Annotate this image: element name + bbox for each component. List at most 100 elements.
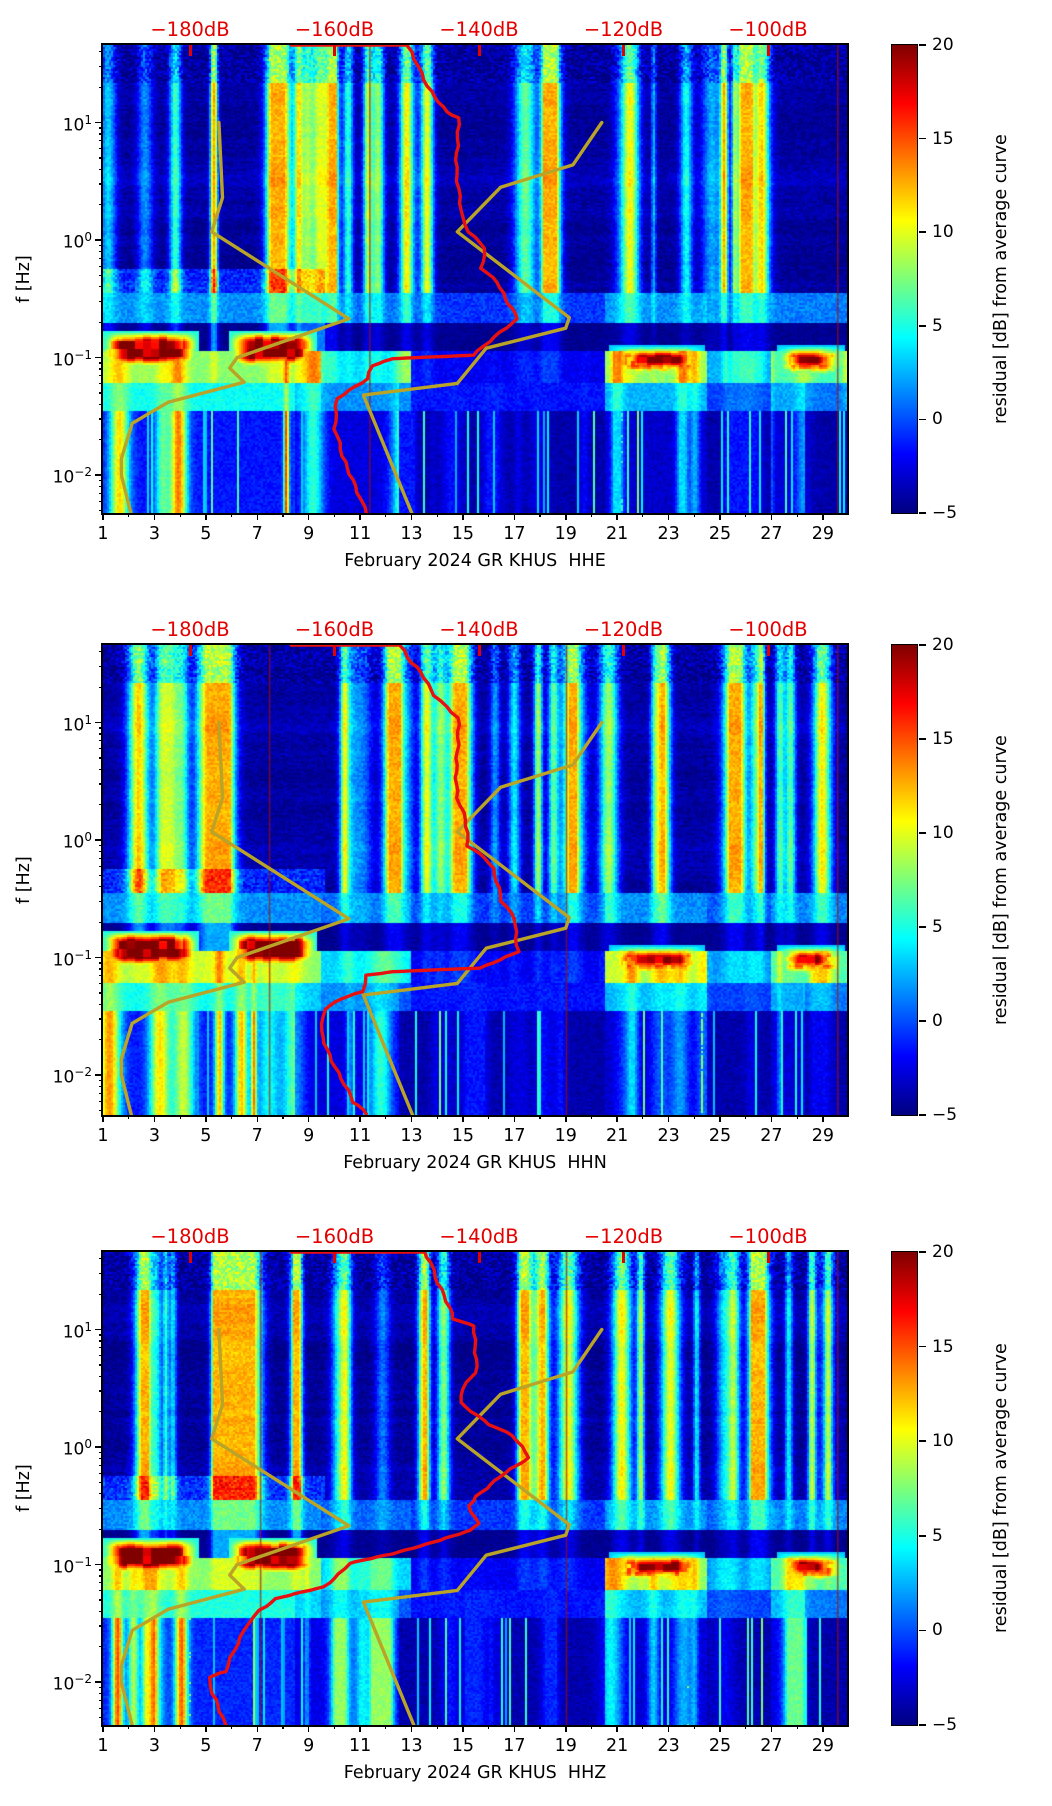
overlay-curves-hhe [119, 45, 604, 513]
x-minor-tick [230, 513, 233, 517]
y-minor-tick [99, 65, 103, 68]
colorbar-tick-label: −5 [932, 503, 958, 523]
x-major-tick [565, 1725, 567, 1732]
y-minor-tick [99, 1003, 103, 1005]
y-minor-tick [99, 418, 103, 420]
x-major-tick [205, 1725, 207, 1732]
x-tick-label: 17 [503, 524, 526, 544]
y-minor-tick [99, 1625, 103, 1627]
noise-model-low-curve [119, 1327, 351, 1725]
x-tick-label: 11 [348, 524, 372, 544]
y-minor-tick [99, 1692, 103, 1695]
top-db-label: −100dB [728, 18, 808, 41]
y-minor-tick [99, 783, 103, 785]
top-db-tick [188, 1252, 192, 1263]
colorbar-tick [919, 644, 926, 646]
colorbar-tick-label: 5 [932, 1525, 943, 1546]
y-minor-tick [99, 900, 103, 903]
colorbar-tick [919, 44, 926, 46]
y-major-tick [95, 239, 103, 241]
y-minor-tick [99, 651, 103, 653]
x-minor-tick [385, 513, 387, 517]
x-axis-title-hhn: February 2024 GR KHUS HHN [343, 1153, 607, 1173]
y-tick-label: 10−2 [52, 1065, 92, 1088]
overlay-curves-hhz [119, 1252, 604, 1725]
x-minor-tick [642, 1725, 644, 1729]
y-tick-label: 10−1 [52, 947, 92, 971]
x-major-tick [153, 1725, 156, 1732]
x-major-tick [410, 513, 413, 520]
colorbar-tick [919, 832, 926, 834]
y-minor-tick [99, 1646, 103, 1648]
x-tick-label: 11 [348, 1126, 372, 1146]
top-db-tick [766, 1252, 770, 1263]
top-db-tick [766, 645, 770, 656]
y-minor-tick [99, 921, 103, 923]
x-minor-tick [282, 1115, 284, 1119]
x-tick-label: 21 [606, 1736, 629, 1756]
top-db-label: −100dB [728, 618, 808, 641]
y-minor-tick [99, 1347, 103, 1349]
y-minor-tick [99, 1272, 103, 1275]
x-tick-label: 13 [400, 1736, 423, 1756]
noise-model-low-curve [119, 120, 351, 513]
y-minor-tick [99, 740, 103, 742]
top-db-label: −180dB [150, 1225, 230, 1248]
colorbar-tick [919, 1251, 926, 1253]
x-major-tick [770, 1725, 773, 1732]
x-minor-tick [333, 513, 335, 517]
y-minor-tick [99, 148, 103, 150]
x-tick-label: 23 [657, 524, 680, 544]
x-tick-label: 9 [303, 1126, 315, 1146]
colorbar-tick-label: 10 [932, 222, 954, 243]
x-major-tick [719, 513, 721, 520]
y-minor-tick [99, 157, 103, 159]
x-major-tick [565, 513, 567, 520]
x-tick-label: 29 [811, 1126, 834, 1146]
x-major-tick [667, 1115, 670, 1122]
y-minor-tick [99, 1109, 103, 1111]
colorbar-hhn [891, 643, 918, 1116]
colorbar-tick-label: 20 [932, 635, 954, 655]
colorbar-tick [919, 418, 926, 421]
y-tick-label: 101 [62, 112, 92, 136]
x-tick-label: 3 [148, 524, 160, 544]
x-minor-tick [436, 513, 438, 517]
y-minor-tick [99, 1293, 103, 1295]
x-major-tick [770, 513, 773, 520]
top-db-label: −140dB [439, 18, 519, 41]
spectrogram-canvas-hhe [103, 45, 847, 513]
colorbar-tick-label: 10 [932, 823, 954, 843]
y-minor-tick [99, 968, 103, 970]
y-tick-label: 10−2 [52, 1672, 92, 1695]
y-tick-label: 101 [62, 1319, 92, 1343]
top-db-tick [333, 645, 336, 656]
y-minor-tick [99, 1575, 103, 1577]
colorbar-tick-label: −5 [932, 1715, 958, 1735]
x-major-tick [616, 1725, 618, 1732]
colorbar-label-hhn: residual [dB] from average curve [991, 735, 1011, 1025]
x-major-tick [770, 1115, 773, 1122]
noise-model-high-curve [361, 1327, 604, 1725]
y-major-tick [95, 1681, 103, 1683]
x-minor-tick [642, 513, 644, 517]
y-minor-tick [99, 51, 103, 53]
x-major-tick [513, 513, 516, 520]
colorbar-tick [919, 738, 926, 740]
y-minor-tick [99, 1258, 103, 1260]
y-minor-tick [99, 492, 103, 494]
x-tick-label: 23 [657, 1126, 680, 1146]
overlay-curves-hhn [119, 645, 604, 1115]
noise-model-high-curve [361, 720, 604, 1115]
x-tick-label: 27 [760, 1736, 783, 1756]
x-tick-label: 21 [606, 1126, 629, 1146]
y-minor-tick [99, 168, 103, 170]
x-major-tick [153, 1115, 156, 1122]
colorbar-tick [919, 325, 926, 327]
x-major-tick [462, 513, 464, 520]
y-minor-tick [99, 1079, 103, 1081]
x-minor-tick [539, 513, 541, 517]
y-minor-tick [99, 1451, 103, 1453]
top-db-label: −120dB [583, 618, 664, 641]
x-major-tick [102, 1725, 104, 1732]
